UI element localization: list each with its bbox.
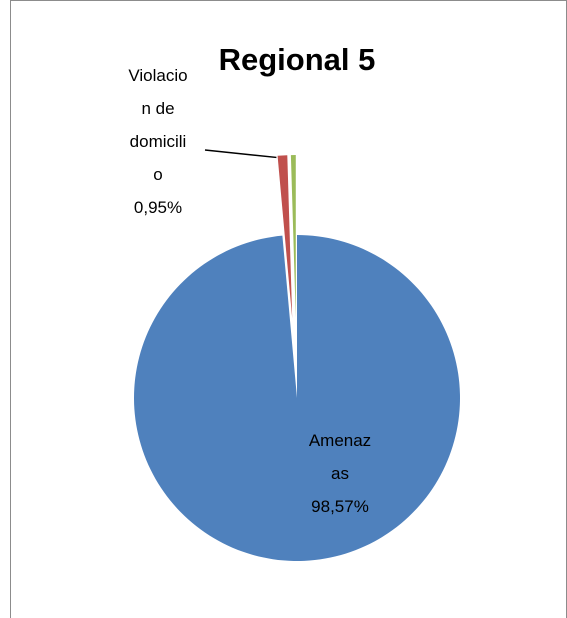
pie-slice	[277, 155, 293, 319]
value-label: 98,57%	[311, 497, 369, 516]
pie-slice	[290, 155, 296, 319]
label-box: Amenazas 98,57%	[295, 424, 385, 523]
data-label: Violacion de domicilio 0,95%	[113, 59, 203, 224]
data-label: Amenazas 98,57%	[295, 424, 385, 523]
chart-title: Regional 5	[219, 42, 376, 77]
category-label: Amenazas	[308, 431, 372, 483]
category-label: Violacion de domicilio	[128, 66, 188, 184]
label-box: Violacion de domicilio 0,95%	[113, 59, 203, 224]
pie-slice	[134, 235, 461, 561]
leader-line	[204, 149, 277, 159]
value-label: 0,95%	[133, 198, 183, 217]
